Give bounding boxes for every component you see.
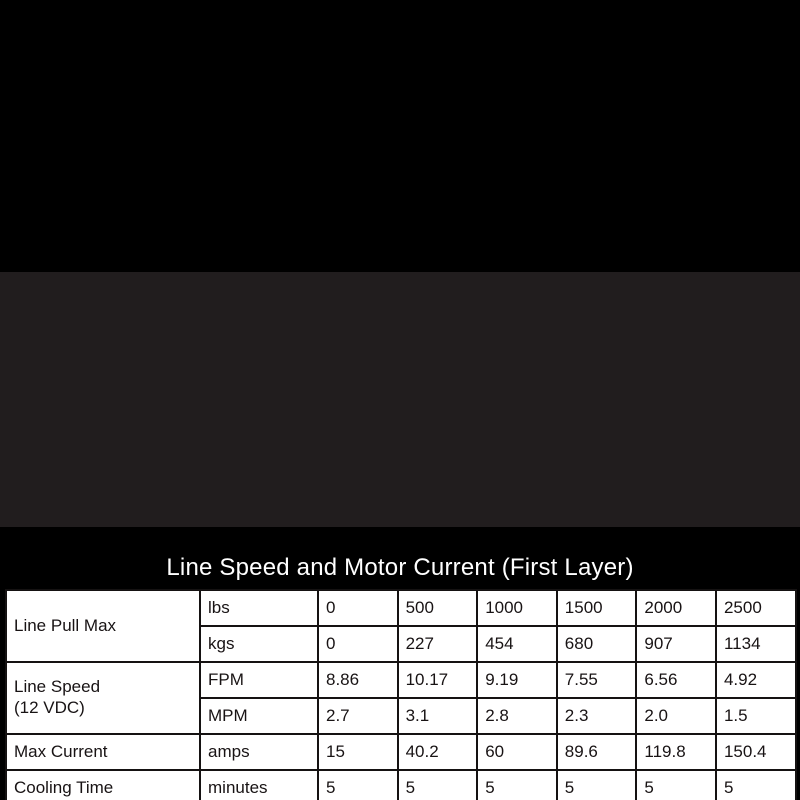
row-label-max-current: Max Current bbox=[5, 733, 201, 771]
cell-value: 5 bbox=[635, 769, 717, 800]
cell-value: 40.2 bbox=[396, 733, 479, 771]
cell-value: 5 bbox=[476, 769, 558, 800]
table-row: kgs 0 227 454 680 907 1134 bbox=[6, 625, 797, 663]
cell-value: 2000 bbox=[635, 589, 717, 627]
table-row: Line Pull Max lbs 0 500 1000 1500 2000 2… bbox=[5, 589, 797, 663]
cell-value: 5 bbox=[317, 769, 399, 800]
cell-value: 1134 bbox=[714, 625, 797, 663]
table-row: Line Speed (12 VDC) FPM 8.86 10.17 9.19 … bbox=[5, 661, 797, 735]
cell-value: 1.5 bbox=[714, 697, 797, 735]
cell-value: 4.92 bbox=[714, 661, 797, 699]
row-label-line-speed-line2: (12 VDC) bbox=[14, 698, 85, 717]
cell-value: 3.1 bbox=[396, 697, 479, 735]
cell-value: 2.0 bbox=[635, 697, 717, 735]
row-label-line-pull-max: Line Pull Max bbox=[5, 589, 201, 663]
cell-value: 2.8 bbox=[476, 697, 558, 735]
cell-value: 7.55 bbox=[555, 661, 638, 699]
cell-value: 5 bbox=[555, 769, 638, 800]
cell-value: 8.86 bbox=[317, 661, 399, 699]
row-units-mpm: MPM bbox=[199, 697, 319, 735]
row-units-fpm: FPM bbox=[199, 661, 319, 699]
table-row: Cooling Time minutes 5 5 5 5 5 5 bbox=[5, 769, 797, 800]
table-row: MPM 2.7 3.1 2.8 2.3 2.0 1.5 bbox=[6, 697, 797, 735]
row-units-kgs: kgs bbox=[199, 625, 319, 663]
cell-value: 907 bbox=[635, 625, 717, 663]
cell-value: 15 bbox=[317, 733, 399, 771]
cell-value: 5 bbox=[714, 769, 797, 800]
cell-value: 119.8 bbox=[635, 733, 717, 771]
page-title: Line Speed and Motor Current (First Laye… bbox=[166, 554, 634, 581]
row-units-minutes: minutes bbox=[199, 769, 319, 800]
cell-value: 6.56 bbox=[635, 661, 717, 699]
cell-value: 454 bbox=[476, 625, 558, 663]
cell-value: 10.17 bbox=[396, 661, 479, 699]
row-label-line-speed-line1: Line Speed bbox=[14, 677, 101, 697]
row-units-amps: amps bbox=[199, 733, 319, 771]
spec-table: Line Pull Max lbs 0 500 1000 1500 2000 2… bbox=[5, 589, 797, 800]
cell-value: 5 bbox=[396, 769, 479, 800]
cell-value: 0 bbox=[317, 589, 399, 627]
cell-value: 60 bbox=[476, 733, 558, 771]
cell-value: 1000 bbox=[476, 589, 558, 627]
row-label-cooling-time: Cooling Time bbox=[5, 769, 201, 800]
spec-table-band: Line Speed and Motor Current (First Laye… bbox=[0, 272, 800, 800]
cell-value: 0 bbox=[317, 625, 399, 663]
table-row: Max Current amps 15 40.2 60 89.6 119.8 1… bbox=[5, 733, 797, 771]
cell-value: 9.19 bbox=[476, 661, 558, 699]
cell-value: 680 bbox=[555, 625, 638, 663]
cell-value: 500 bbox=[396, 589, 479, 627]
row-label-line-speed: Line Speed (12 VDC) bbox=[5, 661, 201, 735]
cell-value: 2500 bbox=[714, 589, 797, 627]
cell-value: 2.3 bbox=[555, 697, 638, 735]
cell-value: 1500 bbox=[555, 589, 638, 627]
cell-value: 150.4 bbox=[714, 733, 797, 771]
cell-value: 227 bbox=[396, 625, 479, 663]
row-units-lbs: lbs bbox=[199, 589, 319, 627]
cell-value: 89.6 bbox=[555, 733, 638, 771]
cell-value: 2.7 bbox=[317, 697, 399, 735]
